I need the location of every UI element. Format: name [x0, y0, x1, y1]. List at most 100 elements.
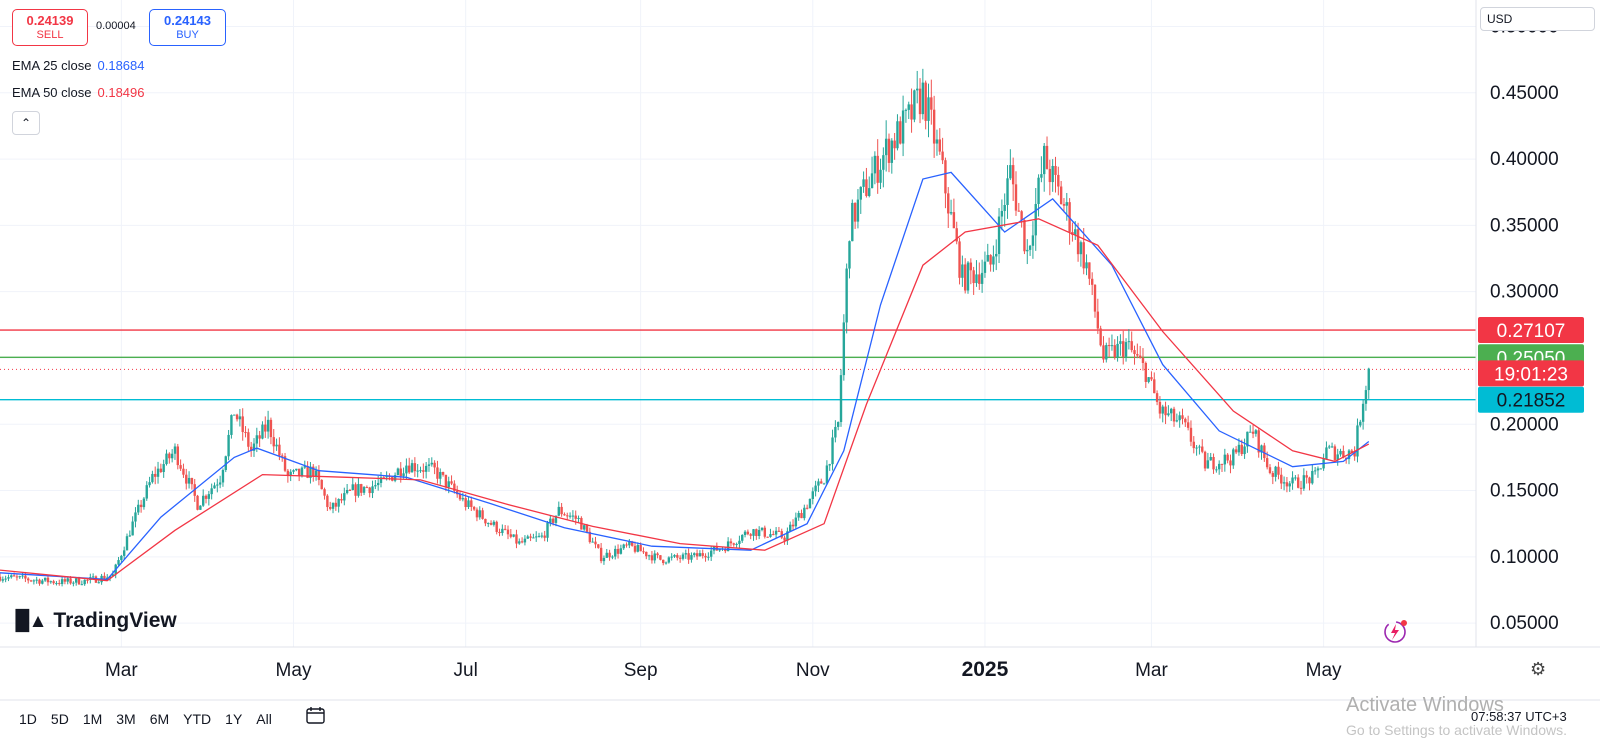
- go-to-date-calendar-icon[interactable]: [306, 706, 326, 724]
- range-1y[interactable]: 1Y: [225, 711, 243, 727]
- range-1d[interactable]: 1D: [19, 711, 37, 727]
- buy-button[interactable]: 0.24143 BUY: [149, 9, 226, 46]
- collapse-legend-button[interactable]: ⌃: [12, 111, 40, 135]
- range-6m[interactable]: 6M: [149, 711, 170, 727]
- candle-down: [955, 228, 958, 242]
- candle-up: [1339, 450, 1342, 455]
- candle-up: [856, 199, 860, 222]
- utc-clock[interactable]: 07:58:37 UTC+3: [1471, 709, 1567, 724]
- chart-settings-gear-icon[interactable]: ⚙: [1530, 659, 1547, 679]
- candle-down: [630, 541, 634, 546]
- candle-down: [594, 541, 597, 545]
- candle-down: [930, 97, 933, 110]
- candle-down: [1263, 445, 1266, 459]
- candle-up: [681, 554, 685, 559]
- range-3m[interactable]: 3M: [116, 711, 136, 727]
- currency-selector[interactable]: USD: [1480, 7, 1595, 31]
- candle-up: [743, 531, 747, 535]
- range-5d[interactable]: 5D: [50, 711, 69, 727]
- tradingview-logo[interactable]: ▉▲ TradingView: [16, 609, 177, 633]
- candle-down: [1158, 401, 1162, 414]
- candle-down: [1062, 204, 1066, 206]
- range-ytd[interactable]: YTD: [183, 711, 212, 727]
- candle-up: [1311, 470, 1314, 484]
- candle-down: [1201, 446, 1204, 452]
- candle-down: [805, 507, 809, 509]
- candle-down: [348, 489, 352, 491]
- candle-up: [602, 557, 606, 562]
- candle-up: [393, 475, 397, 481]
- candle-up: [961, 264, 964, 278]
- candle-down: [944, 160, 947, 194]
- candle-up: [230, 415, 233, 435]
- candle-up: [769, 534, 772, 537]
- candle-up: [811, 491, 814, 499]
- range-1m[interactable]: 1M: [82, 711, 103, 727]
- x-tick-label: 2025: [962, 658, 1009, 681]
- candle-down: [453, 483, 456, 491]
- candle-up: [1288, 483, 1291, 487]
- candle-up: [385, 476, 388, 478]
- sell-button[interactable]: 0.24139 SELL: [12, 9, 88, 46]
- candle-up: [935, 139, 939, 144]
- time-axis[interactable]: Mar May Jul Sep Nov 2025 Mar May: [105, 658, 1342, 681]
- candle-up: [842, 322, 846, 376]
- horizontal-price-lines[interactable]: [0, 329, 1476, 401]
- candle-up: [1198, 446, 1201, 448]
- candle-down: [989, 254, 992, 265]
- candle-up: [41, 580, 44, 584]
- candle-down: [506, 529, 510, 535]
- candle-up: [309, 466, 312, 478]
- candle-up: [992, 256, 995, 265]
- candle-down: [1192, 441, 1195, 449]
- y-tick-label: 0.30000: [1490, 282, 1559, 303]
- candle-down: [1186, 422, 1190, 428]
- candle-up: [151, 473, 154, 483]
- candle-up: [362, 487, 366, 493]
- price-level-axis-label: 0.27107: [1497, 321, 1566, 342]
- candle-up: [647, 555, 651, 557]
- candle-up: [402, 473, 405, 477]
- candle-down: [495, 521, 498, 532]
- candle-down: [1048, 168, 1052, 183]
- candle-up: [851, 202, 854, 242]
- candle-up: [1254, 430, 1258, 434]
- candle-down: [1268, 467, 1272, 474]
- candle-down: [746, 531, 750, 535]
- candle-up: [117, 560, 120, 565]
- candle-down: [249, 446, 253, 451]
- candle-up: [97, 582, 100, 584]
- candle-up: [295, 468, 298, 471]
- candle-up: [233, 414, 236, 416]
- candle-up: [1223, 454, 1227, 465]
- ema25-legend[interactable]: EMA 25 close 0.18684: [12, 58, 145, 73]
- ema50-legend[interactable]: EMA 50 close 0.18496: [12, 85, 145, 100]
- candle-up: [673, 555, 676, 557]
- candle-up: [907, 104, 910, 110]
- range-all[interactable]: All: [256, 711, 272, 727]
- candle-up: [927, 97, 930, 121]
- sparkle-ai-icon[interactable]: [1378, 618, 1408, 651]
- candle-down: [755, 529, 758, 537]
- candle-down: [258, 435, 261, 439]
- candle-down: [159, 468, 163, 473]
- candle-down: [484, 518, 487, 524]
- candle-up: [554, 515, 558, 523]
- candle-down: [1229, 460, 1232, 466]
- price-axis[interactable]: 0.500000.450000.400000.350000.300000.250…: [1490, 17, 1559, 635]
- candle-down: [1342, 450, 1345, 458]
- candle-up: [1325, 447, 1328, 460]
- candle-down: [1299, 487, 1303, 489]
- candle-up: [794, 517, 798, 527]
- candle-up: [735, 543, 738, 545]
- candle-up: [884, 138, 888, 156]
- candle-down: [972, 270, 975, 284]
- candle-up: [371, 486, 374, 494]
- candle-up: [18, 576, 21, 578]
- sell-price: 0.24139: [26, 13, 74, 28]
- candle-up: [814, 485, 817, 492]
- x-tick-label: Sep: [624, 660, 658, 681]
- candle-down: [154, 473, 157, 477]
- candle-up: [43, 577, 47, 581]
